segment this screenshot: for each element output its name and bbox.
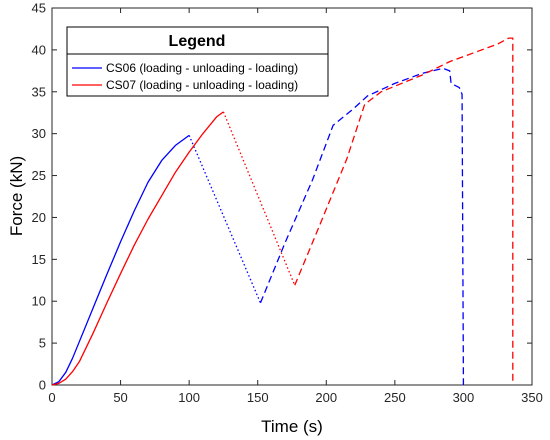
series-line-dotted <box>222 111 296 286</box>
x-tick-label: 350 <box>521 390 543 405</box>
y-tick-label: 20 <box>32 210 46 225</box>
series-layer <box>51 37 514 386</box>
series-line-solid <box>51 134 190 386</box>
y-tick-label: 0 <box>39 378 46 393</box>
y-tick-label: 35 <box>32 84 46 99</box>
legend-label-cs06: CS06 (loading - unloading - loading) <box>106 61 298 75</box>
y-axis-label: Force (kN) <box>7 156 26 236</box>
x-tick-label: 250 <box>384 390 406 405</box>
legend-box <box>66 26 329 97</box>
series-line-dashed <box>294 37 514 383</box>
y-tick-label: 45 <box>32 1 46 16</box>
legend: Legend CS06 (loading - unloading - loadi… <box>66 26 329 97</box>
legend-label-cs07: CS07 (loading - unloading - loading) <box>106 78 298 92</box>
y-tick-label: 40 <box>32 42 46 57</box>
x-tick-label: 150 <box>247 390 269 405</box>
series-line-dashed <box>259 67 465 386</box>
x-tick-label: 300 <box>453 390 475 405</box>
y-tick-label: 25 <box>32 168 46 183</box>
x-tick-label: 50 <box>113 390 127 405</box>
legend-title: Legend <box>169 33 226 50</box>
y-tick-label: 30 <box>32 126 46 141</box>
series-line-solid <box>51 111 224 386</box>
series-0 <box>51 67 465 386</box>
x-tick-label: 200 <box>315 390 337 405</box>
y-tick-label: 15 <box>32 252 46 267</box>
y-tick-label: 10 <box>32 294 46 309</box>
axis-ticks: 0 50 100 150 200 250 300 350 0 5 10 15 20 25 30 35 40 45 <box>32 1 543 406</box>
y-tick-label: 5 <box>39 336 46 351</box>
x-tick-label: 0 <box>48 390 55 405</box>
series-1 <box>51 37 514 386</box>
x-axis-label: Time (s) <box>261 417 323 436</box>
x-tick-label: 100 <box>178 390 200 405</box>
